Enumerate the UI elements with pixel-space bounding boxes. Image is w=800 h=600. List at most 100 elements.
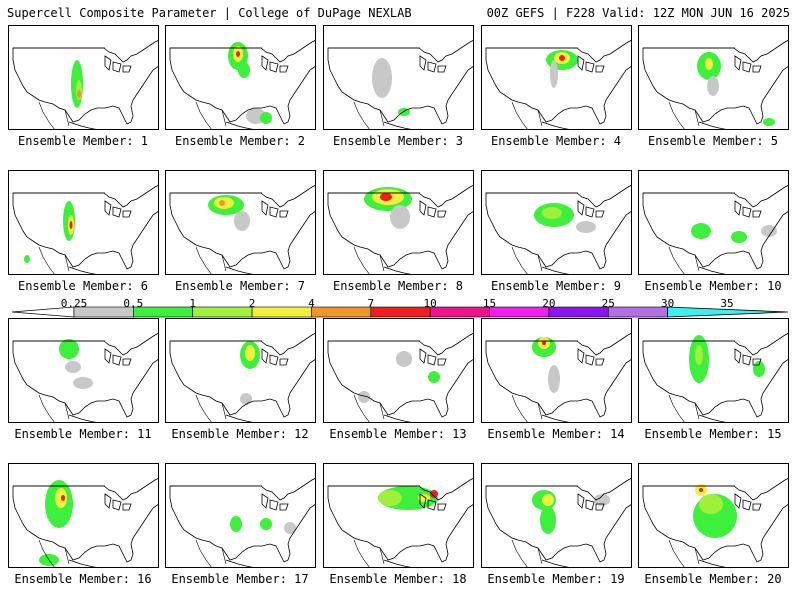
colorbar-tick-label: 35 xyxy=(720,297,734,310)
scp-contour xyxy=(430,490,438,498)
great-lakes xyxy=(261,200,289,218)
gulf-coast xyxy=(383,559,412,567)
coastline xyxy=(485,185,631,270)
ensemble-map-7 xyxy=(165,170,316,275)
scp-contour xyxy=(378,490,402,506)
ensemble-map-2 xyxy=(165,25,316,130)
gulf-coast xyxy=(541,414,570,422)
coastline xyxy=(327,40,473,125)
colorbar-tick-label: 1 xyxy=(189,297,197,310)
coastline xyxy=(485,40,631,125)
scp-contour xyxy=(418,494,430,502)
great-lakes xyxy=(261,55,289,73)
coastline xyxy=(485,333,631,418)
coastline xyxy=(12,185,158,270)
coastline xyxy=(327,478,473,563)
mexico-coast xyxy=(511,101,543,129)
mexico-coast xyxy=(38,394,70,422)
mexico-coast xyxy=(38,246,70,274)
scp-contour xyxy=(763,118,775,126)
colorbar-tick-label: 30 xyxy=(661,297,675,310)
coastline xyxy=(642,40,788,125)
colorbar-tick-label: 20 xyxy=(542,297,556,310)
mexico-coast xyxy=(668,101,700,129)
great-lakes xyxy=(734,348,762,366)
scp-contour xyxy=(390,205,410,229)
gulf-coast xyxy=(698,121,727,129)
scp-contour xyxy=(705,58,713,70)
scp-contour xyxy=(699,488,703,492)
scp-contour xyxy=(559,55,565,61)
colorbar-swatch xyxy=(251,306,312,318)
gulf-coast xyxy=(68,121,97,129)
colorbar-swatch xyxy=(489,306,550,318)
scp-contour xyxy=(542,207,562,219)
panel-label: Ensemble Member: 4 xyxy=(490,134,622,148)
great-lakes xyxy=(577,493,605,511)
scp-contour xyxy=(540,506,556,534)
mexico-coast xyxy=(38,539,70,567)
scp-contour xyxy=(245,345,255,361)
scp-contour xyxy=(61,495,65,501)
run-valid-time: 00Z GEFS | F228 Valid: 12Z MON JUN 16 20… xyxy=(486,6,790,20)
coastline xyxy=(169,40,315,125)
coastline xyxy=(642,185,788,270)
ensemble-map-16 xyxy=(8,463,159,568)
colorbar-tick-label: 0.5 xyxy=(123,297,144,310)
ensemble-map-9 xyxy=(481,170,632,275)
gulf-coast xyxy=(225,559,254,567)
mexico-coast xyxy=(511,246,543,274)
ensemble-map-15 xyxy=(638,318,789,423)
scp-contour xyxy=(238,62,250,78)
gulf-coast xyxy=(698,414,727,422)
scp-contour xyxy=(284,522,296,534)
great-lakes xyxy=(577,348,605,366)
scp-contour xyxy=(695,345,703,365)
great-lakes xyxy=(104,55,132,73)
scp-contour xyxy=(380,193,392,201)
mexico-coast xyxy=(668,539,700,567)
panel-label: Ensemble Member: 17 xyxy=(171,572,309,586)
coastline xyxy=(485,478,631,563)
colorbar xyxy=(11,306,789,318)
scp-contour xyxy=(753,361,765,377)
panel-label: Ensemble Member: 6 xyxy=(17,279,149,293)
great-lakes xyxy=(577,200,605,218)
colorbar-tick-label: 10 xyxy=(423,297,437,310)
scp-contour xyxy=(428,371,440,383)
scp-contour xyxy=(236,51,240,57)
mexico-coast xyxy=(511,394,543,422)
great-lakes xyxy=(734,55,762,73)
great-lakes xyxy=(419,493,447,511)
scp-contour xyxy=(240,393,252,405)
gulf-coast xyxy=(68,266,97,274)
colorbar-over-arrow xyxy=(667,306,789,318)
scp-contour xyxy=(576,221,596,233)
mexico-coast xyxy=(38,101,70,129)
ensemble-map-11 xyxy=(8,318,159,423)
ensemble-map-14 xyxy=(481,318,632,423)
ensemble-map-19 xyxy=(481,463,632,568)
ensemble-map-6 xyxy=(8,170,159,275)
scp-contour xyxy=(219,200,225,206)
ensemble-map-12 xyxy=(165,318,316,423)
colorbar-swatch xyxy=(192,306,253,318)
coastline xyxy=(642,333,788,418)
gulf-coast xyxy=(541,121,570,129)
mexico-coast xyxy=(195,394,227,422)
great-lakes xyxy=(734,493,762,511)
scp-contour xyxy=(396,351,412,367)
gulf-coast xyxy=(68,414,97,422)
scp-contour xyxy=(69,221,73,229)
ensemble-map-17 xyxy=(165,463,316,568)
great-lakes xyxy=(261,493,289,511)
great-lakes xyxy=(419,348,447,366)
colorbar-swatch xyxy=(607,306,668,318)
gulf-coast xyxy=(383,121,412,129)
panel-label: Ensemble Member: 14 xyxy=(487,427,625,441)
panel-label: Ensemble Member: 16 xyxy=(14,572,152,586)
ensemble-map-18 xyxy=(323,463,474,568)
ensemble-map-13 xyxy=(323,318,474,423)
colorbar-tick-label: 15 xyxy=(482,297,497,310)
colorbar-tick-label: 4 xyxy=(308,297,315,310)
